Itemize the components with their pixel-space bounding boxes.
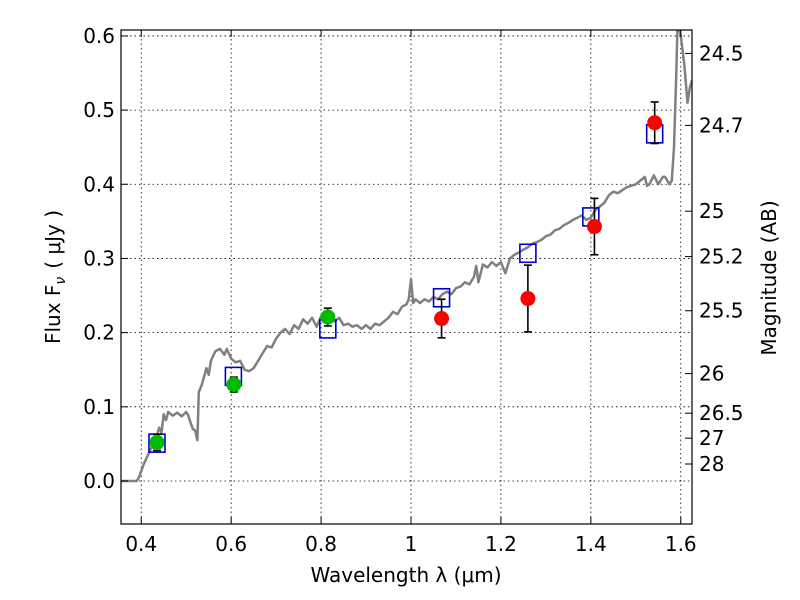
observed-flux-point	[320, 309, 336, 325]
y-tick-label: 0.2	[83, 321, 115, 345]
x-tick-label: 0.4	[125, 532, 157, 556]
x-tick-label: 0.8	[305, 532, 337, 556]
x-axis-label: Wavelength λ (μm)	[310, 563, 501, 587]
axis-ticks	[121, 30, 692, 524]
y-axis-label-unit: ( μJy )	[41, 210, 65, 269]
model-flux-square	[519, 243, 537, 264]
observed-flux-point	[520, 291, 536, 307]
x-tick-label: 1	[405, 532, 418, 556]
y-tick-label: 0.4	[83, 172, 115, 196]
grid-lines	[121, 30, 692, 524]
x-tick-label: 1.6	[665, 532, 697, 556]
x-tick-label: 1.4	[575, 532, 607, 556]
y-tick-label: 0.0	[83, 469, 115, 493]
axis-tick-labels: 0.4 0.6 0.8 1 1.2 1.4 1.6 0.0 0.1 0.2 0.3 0.4 0.5 0.6…	[83, 24, 743, 556]
y2-tick-label: 28	[699, 452, 724, 476]
y2-axis-label: Magnitude (AB)	[757, 200, 781, 355]
y-tick-label: 0.5	[83, 98, 115, 122]
y-axis-label-subscript: ν	[53, 277, 69, 285]
observed-flux-point	[586, 219, 602, 235]
y-tick-label: 0.1	[83, 395, 115, 419]
y-tick-label: 0.3	[83, 246, 115, 270]
plot-frame	[120, 29, 693, 525]
y2-tick-label: 25.5	[699, 299, 744, 323]
y2-tick-label: 24.5	[699, 41, 744, 65]
x-tick-label: 1.2	[485, 532, 517, 556]
series-layer	[121, 30, 692, 483]
observed-flux-point	[647, 115, 663, 131]
y2-tick-label: 27	[699, 426, 724, 450]
y2-tick-label: 25.2	[699, 245, 744, 269]
y-axis-label: Flux Fν ( μJy )	[41, 210, 69, 344]
plot-area	[121, 30, 692, 483]
y2-tick-label: 26.5	[699, 401, 744, 425]
observed-flux-point	[149, 434, 165, 450]
y2-tick-label: 24.7	[699, 113, 744, 137]
spectrum-line	[121, 30, 692, 483]
y-axis-label-main: Flux F	[41, 285, 65, 344]
observed-flux-point	[226, 377, 242, 393]
observed-flux-point	[434, 311, 450, 327]
x-tick-label: 0.6	[215, 532, 247, 556]
y2-tick-label: 26	[699, 362, 724, 386]
svg-text:Flux Fν( μJy ): Flux Fν ( μJy )	[41, 210, 69, 344]
y2-tick-label: 25	[699, 199, 724, 223]
y-tick-label: 0.6	[83, 24, 115, 48]
